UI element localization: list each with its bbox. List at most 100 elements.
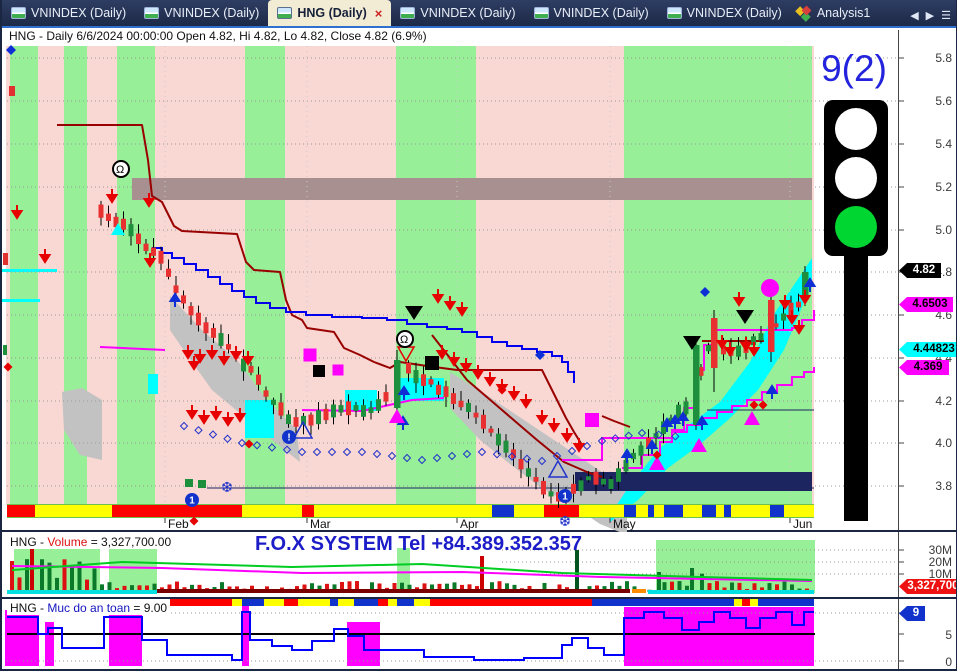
tab-label: HNG (Daily) xyxy=(297,6,367,20)
trend-ribbon-segment xyxy=(492,505,514,517)
volume-strip xyxy=(7,590,157,594)
safety-step-line xyxy=(7,611,814,661)
candle xyxy=(533,476,539,482)
candle xyxy=(158,250,164,264)
safety-ribbon-segment xyxy=(750,599,758,606)
tab-menu-icon[interactable]: ☰ xyxy=(941,10,951,22)
sell-arrow-icon xyxy=(792,320,806,335)
tab-vnindex-2[interactable]: VNINDEX (Daily) xyxy=(135,0,268,26)
candle xyxy=(98,204,104,218)
volume-bar xyxy=(452,582,457,592)
volume-bar xyxy=(662,582,667,592)
volume-bar xyxy=(752,583,757,592)
candle xyxy=(796,301,801,308)
diamond-icon xyxy=(637,428,647,438)
sell-arrow-icon xyxy=(193,349,207,364)
trend-ribbon-segment xyxy=(784,505,814,517)
volume-bar xyxy=(670,581,674,592)
scroll-tabs-right-icon[interactable]: ▶ xyxy=(925,10,935,22)
sell-arrow-icon xyxy=(519,394,533,409)
candle xyxy=(646,437,651,449)
scroll-tabs-left-icon[interactable]: ◀ xyxy=(910,10,919,22)
price-tick: 4.2 xyxy=(935,394,952,408)
candle xyxy=(256,374,261,385)
candle xyxy=(443,386,449,398)
diamond-icon xyxy=(507,452,517,461)
candle xyxy=(768,300,775,352)
candle xyxy=(353,405,359,412)
safety-block xyxy=(109,614,142,666)
pane-separator[interactable] xyxy=(2,597,956,599)
buy-arrow-icon xyxy=(695,415,709,430)
diamond-icon xyxy=(252,441,262,450)
traffic-light xyxy=(824,100,888,256)
volume-tick: 10M xyxy=(928,567,952,581)
sell-arrow-icon xyxy=(723,342,737,357)
volume-bar xyxy=(460,584,464,592)
volume-bar xyxy=(325,583,329,592)
trend-ribbon-segment xyxy=(302,505,314,517)
tab-vnindex-4[interactable]: VNINDEX (Daily) xyxy=(525,0,658,26)
tab-vnindex-5[interactable]: VNINDEX (Daily) xyxy=(658,0,791,26)
traffic-light-pole xyxy=(844,256,868,521)
safety-block xyxy=(45,622,54,666)
volume-bar xyxy=(505,583,509,592)
up-triangle-icon xyxy=(389,409,405,423)
sell-arrow-icon xyxy=(185,405,199,420)
safety-ribbon-segment xyxy=(170,599,232,606)
diamond-icon xyxy=(189,516,199,526)
sell-arrow-icon xyxy=(142,193,156,208)
cyan-band xyxy=(245,400,274,438)
tab-vnindex-1[interactable]: VNINDEX (Daily) xyxy=(2,0,135,26)
candle xyxy=(593,471,599,485)
safety-ribbon-segment xyxy=(734,599,742,606)
price-tick: 3.8 xyxy=(935,479,952,493)
volume-bar xyxy=(317,585,322,592)
candle xyxy=(601,478,606,485)
candle xyxy=(173,285,179,293)
symbol-label: HNG - xyxy=(10,601,48,615)
pane-separator[interactable] xyxy=(2,530,956,532)
cyan-triangle-icon xyxy=(111,223,125,235)
tab-vnindex-3[interactable]: VNINDEX (Daily) xyxy=(391,0,524,26)
volume-ma-magenta xyxy=(11,565,813,582)
trend-ribbon-segment xyxy=(648,505,654,517)
sell-arrow-icon xyxy=(471,365,485,380)
pane-separator xyxy=(2,669,956,671)
volume-tick: 20M xyxy=(928,555,952,569)
volume-bar xyxy=(657,572,661,592)
candle xyxy=(196,312,201,326)
buy-arrow-icon xyxy=(803,277,817,292)
tab-close-icon[interactable]: × xyxy=(374,5,383,21)
diamond-icon xyxy=(749,400,759,410)
trend-ribbon-segment xyxy=(579,505,624,517)
trend-ribbon-segment xyxy=(654,505,664,517)
candle xyxy=(394,360,401,408)
signal-count-label: 9(2) xyxy=(821,48,887,89)
volume-bar xyxy=(497,581,502,592)
volume-bar xyxy=(310,583,314,592)
tab-analysis1[interactable]: Analysis1 xyxy=(791,0,880,26)
tab-hng-active[interactable]: HNG (Daily) × xyxy=(268,0,392,26)
magenta-circle-icon xyxy=(761,279,779,297)
volume-bar xyxy=(130,585,134,592)
candle xyxy=(623,459,629,472)
candle xyxy=(143,243,149,252)
diamond-icon xyxy=(522,454,532,463)
sell-arrow-icon xyxy=(732,292,746,307)
volume-phase-band xyxy=(656,540,815,593)
pin-glyph: ! xyxy=(287,433,290,444)
sell-arrow-icon xyxy=(181,345,195,360)
volume-bar xyxy=(595,585,599,592)
volume-bar xyxy=(685,585,689,592)
diamond-icon xyxy=(194,426,203,435)
candle xyxy=(301,415,306,425)
chart-tab-icon xyxy=(400,7,416,19)
indicator-price-tag: 4.44823 xyxy=(899,342,956,357)
sell-arrow-icon xyxy=(217,351,231,366)
diamond-icon xyxy=(552,451,562,461)
volume-bar xyxy=(347,581,352,592)
sell-arrow-icon xyxy=(547,418,561,433)
diamond-icon xyxy=(372,449,382,459)
